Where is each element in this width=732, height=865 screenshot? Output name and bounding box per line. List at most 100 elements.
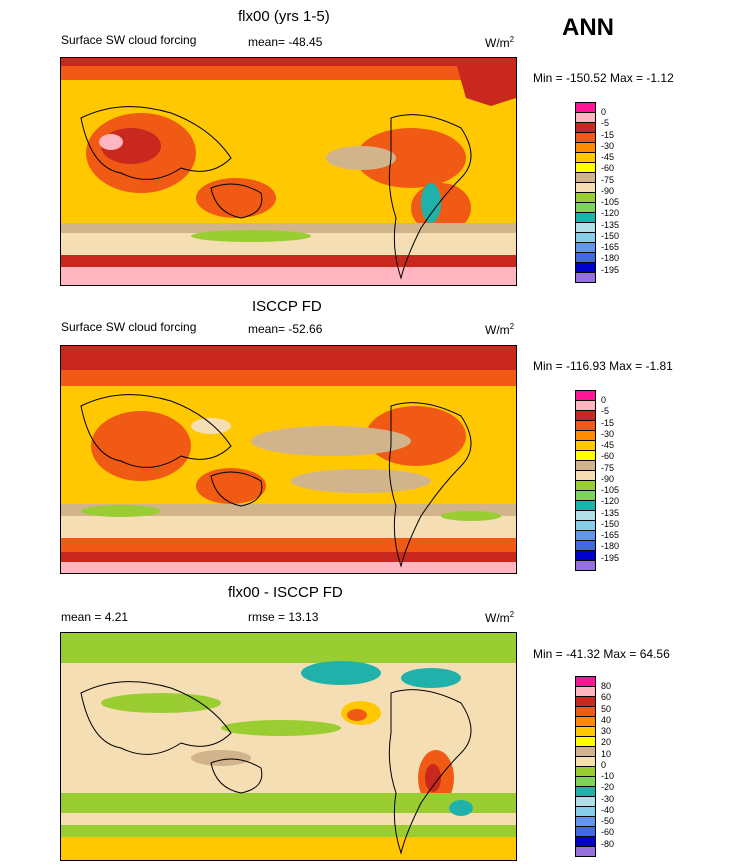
colorbar-label: -40	[601, 804, 615, 815]
p1-desert-pink	[99, 134, 123, 150]
panel-1-mean: mean= -48.45	[248, 35, 323, 49]
colorbar-label: -15	[601, 417, 615, 428]
p3-s-storm-green	[61, 793, 516, 813]
p3-eurasia-outline	[80, 681, 232, 755]
colorbar-label: -30	[601, 140, 615, 151]
p3-australia-outline	[210, 758, 263, 794]
p3-pacific-orange	[347, 709, 367, 721]
panel-2-title: ISCCP FD	[252, 298, 322, 315]
colorbar-label: -60	[601, 451, 615, 462]
p3-wheat-band	[61, 813, 516, 825]
panel-1-title: flx00 (yrs 1-5)	[238, 8, 330, 25]
colorbar-label: 10	[601, 748, 612, 759]
p3-antarctica-yellow	[61, 837, 516, 860]
colorbar-label: 80	[601, 681, 612, 691]
p1-australia-high	[196, 178, 276, 218]
colorbar-label: 20	[601, 737, 612, 748]
p3-asia-green	[101, 693, 221, 713]
p3-n-pacific-teal	[301, 661, 381, 685]
colorbar-label: 60	[601, 692, 612, 703]
colorbar-label: -45	[601, 440, 615, 450]
colorbar-swatch	[575, 846, 596, 857]
panel-3-mean: mean = 4.21	[61, 610, 129, 624]
season-label: ANN	[562, 14, 614, 41]
colorbar-swatch	[575, 560, 596, 571]
colorbar-label: 50	[601, 703, 612, 714]
colorbar-label: 0	[601, 395, 607, 405]
panel-1-map	[60, 57, 517, 286]
colorbar-label: -60	[601, 163, 615, 174]
p3-pacific-green	[221, 720, 341, 736]
p2-antarctic-edge	[61, 552, 516, 562]
p2-asia-high	[91, 411, 191, 481]
colorbar-label: -165	[601, 530, 620, 540]
panel-3-colorbar: 80 60 50 40 30 20 10 0 -10 -20 -30 -40 -50 -60 -80	[575, 676, 635, 857]
panel-2-units: W/m2	[485, 322, 515, 337]
p3-americas-outline	[388, 689, 472, 855]
colorbar-label: -5	[601, 406, 610, 417]
panel-2-colorbar: 0 -5 -15 -30 -45 -60 -75 -90 -105 -120 -135 -150 -16…	[575, 390, 635, 571]
p1-antarctic-edge	[61, 255, 516, 267]
p1-arctic-core	[61, 58, 516, 66]
p2-s-storm-track	[61, 504, 516, 516]
colorbar-label: 0	[601, 759, 607, 770]
panel-3-map-plot	[61, 633, 516, 860]
colorbar-label: -135	[601, 219, 620, 230]
p3-antarctic-green	[61, 825, 516, 837]
colorbar-label: -30	[601, 428, 615, 439]
p2-americas-outline	[388, 402, 472, 568]
p1-africa-high	[356, 128, 466, 188]
panel-2-minmax: Min = -116.93 Max = -1.81	[533, 359, 673, 373]
colorbar-label: -135	[601, 507, 620, 518]
p1-andes-cell	[421, 183, 441, 223]
p1-tropical-tan	[326, 146, 396, 170]
panel-3-units: W/m2	[485, 610, 515, 625]
p2-s-pacific-tan	[291, 469, 431, 493]
colorbar-label: -30	[601, 793, 615, 804]
p2-eurasia-outline	[80, 394, 232, 468]
p2-arctic-band	[61, 346, 516, 370]
colorbar-label: -80	[601, 838, 615, 849]
colorbar-label: -105	[601, 197, 620, 207]
colorbar-label: -5	[601, 118, 610, 129]
p2-antarctic-ring	[61, 538, 516, 552]
panel-2-map-plot	[61, 346, 516, 573]
p1-green-patch	[191, 230, 311, 242]
p3-teal-spot	[449, 800, 473, 816]
colorbar-label: -75	[601, 462, 615, 473]
colorbar-label: 30	[601, 726, 612, 736]
colorbar-label: -180	[601, 253, 620, 264]
panel-3-title: flx00 - ISCCP FD	[228, 584, 343, 601]
panel-1-units: W/m2	[485, 35, 515, 50]
colorbar-label: -15	[601, 129, 615, 140]
p2-antarctica	[61, 562, 516, 573]
panel-2-mean: mean= -52.66	[248, 322, 323, 336]
colorbar-label: -120	[601, 208, 620, 219]
colorbar-label: -10	[601, 771, 615, 781]
colorbar-label: -75	[601, 174, 615, 185]
panel-1-variable-label: Surface SW cloud forcing	[61, 33, 197, 47]
p1-southern-ocean-band	[61, 233, 516, 255]
p1-s-storm-track	[61, 223, 516, 233]
colorbar-label: -195	[601, 552, 620, 563]
panel-2-map	[60, 345, 517, 574]
p1-eurasia-outline	[80, 106, 232, 180]
p2-green-patch	[81, 505, 161, 517]
panel-3-minmax: Min = -41.32 Max = 64.56	[533, 647, 670, 661]
p1-antarctica	[61, 267, 516, 285]
p2-wheat-patch	[191, 418, 231, 434]
panel-1-colorbar: 0 -5 -15 -30 -45 -60 -75 -90 -105 -120 -135 -150 -16…	[575, 102, 635, 283]
colorbar-label: -45	[601, 152, 615, 162]
p2-australia-high	[196, 468, 266, 504]
colorbar-label: -105	[601, 485, 620, 495]
p2-green-patch-2	[441, 511, 501, 521]
colorbar-label: -195	[601, 264, 620, 275]
p1-australia-outline	[210, 183, 263, 219]
colorbar-label: -120	[601, 496, 620, 507]
colorbar-label: 0	[601, 107, 607, 117]
colorbar-label: -90	[601, 185, 615, 196]
p2-subarctic-band	[61, 370, 516, 386]
colorbar-label: -50	[601, 816, 615, 826]
p3-tan-patch	[191, 750, 251, 766]
p2-pacific-tan	[251, 426, 411, 456]
